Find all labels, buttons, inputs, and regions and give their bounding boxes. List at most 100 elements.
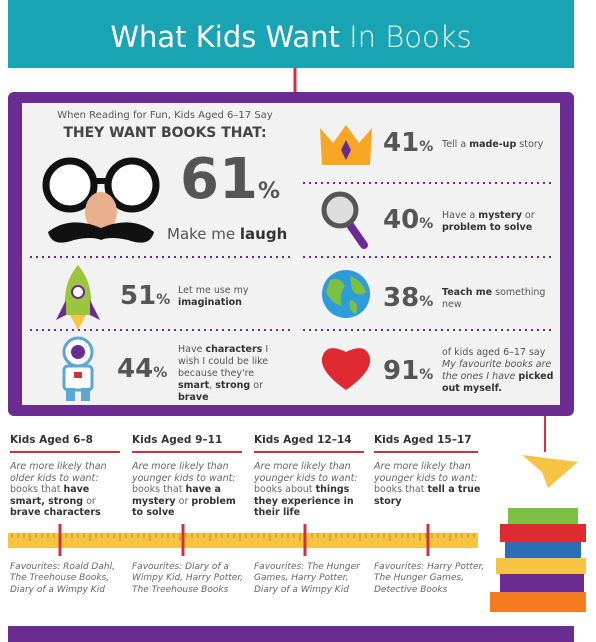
- stat-number: 40%: [383, 207, 433, 233]
- text-part: smart: [178, 379, 210, 391]
- text-part: have a mystery: [132, 484, 221, 507]
- stat-text: Make me laugh: [167, 225, 297, 244]
- text-part: brave characters: [10, 507, 101, 519]
- age-heading: Kids Aged 12–14: [254, 434, 352, 446]
- stat-unit: %: [156, 292, 171, 308]
- text-part: books about: [254, 484, 316, 496]
- stat-unit: %: [419, 139, 434, 155]
- text-part: I wish I could be like because they're: [178, 344, 269, 379]
- age-description: Are more likely than older kids to want:…: [10, 461, 122, 519]
- text-part: problem to solve: [132, 495, 236, 519]
- text-part: picked out myself.: [442, 370, 554, 394]
- disguise-icon: [42, 157, 160, 243]
- text-part: made-up: [469, 139, 517, 150]
- stat-unit: %: [257, 179, 280, 204]
- stat-number: 38%: [383, 285, 433, 311]
- text-part: laugh: [239, 225, 288, 243]
- intro-heading: THEY WANT BOOKS THAT:: [63, 125, 267, 141]
- age-heading: Kids Aged 9–11: [132, 434, 223, 446]
- text-part: Have a: [442, 210, 479, 221]
- text-part: Make me: [167, 225, 240, 243]
- age-lead: Are more likely than younger kids to wan…: [374, 461, 478, 484]
- astronaut-icon: [62, 336, 94, 401]
- text-part: tell a true story: [374, 484, 481, 507]
- text-part: Tell a: [442, 139, 470, 150]
- stat-text: of kids aged 6–17 say My favourite books…: [442, 347, 554, 395]
- age-lead: Are more likely than older kids to want:: [10, 461, 107, 484]
- text-part: Have: [178, 344, 206, 355]
- title-main: What Kids Want: [110, 20, 340, 54]
- text-part: something new: [442, 287, 546, 310]
- rocket-icon: [56, 265, 100, 330]
- age-favourites: Favourites: Harry Potter, The Hunger Gam…: [374, 562, 485, 595]
- text-part: brave: [178, 391, 209, 403]
- stats-panel: [22, 103, 560, 405]
- text-part: books that: [132, 484, 186, 496]
- text-part: or: [175, 495, 192, 507]
- stat-value: 61: [180, 147, 258, 212]
- age-description: Are more likely than younger kids to wan…: [254, 461, 366, 519]
- age-favourites: Favourites: The Hunger Games, Harry Pott…: [254, 562, 360, 595]
- text-part: books that: [374, 484, 428, 496]
- stat-text: Have a mystery or problem to solve: [442, 210, 554, 234]
- header-band: [8, 0, 574, 68]
- stat-text: Have characters I wish I could be like b…: [178, 344, 290, 403]
- text-part: books that: [10, 484, 64, 496]
- globe-icon: [322, 270, 370, 318]
- text-part: of kids aged 6–17 say: [442, 347, 546, 358]
- stat-text: Let me use my imagination: [178, 285, 290, 309]
- crown-icon: [320, 125, 372, 165]
- stat-value: 38: [383, 283, 420, 313]
- text-part: or: [83, 495, 96, 507]
- stat-unit: %: [419, 367, 434, 383]
- stat-text: Teach me something new: [442, 287, 554, 311]
- age-description: Are more likely than younger kids to wan…: [132, 461, 244, 519]
- stat-unit: %: [419, 216, 434, 232]
- footer-band: [8, 626, 574, 642]
- text-part: story: [516, 139, 544, 150]
- magnifier-icon: [321, 191, 368, 249]
- stat-number: 44%: [117, 356, 167, 382]
- stat-number: 61%: [180, 152, 280, 208]
- text-part: ,: [209, 379, 216, 391]
- separators: [30, 182, 555, 331]
- stat-number: 51%: [120, 283, 170, 309]
- heart-icon: [321, 348, 371, 390]
- stat-unit: %: [153, 365, 168, 381]
- book-stack: [490, 508, 586, 612]
- stat-value: 41: [383, 128, 420, 158]
- stat-number: 91%: [383, 358, 433, 384]
- stat-value: 91: [383, 356, 420, 386]
- text-part: have smart, strong: [10, 484, 90, 507]
- age-lead: Are more likely than younger kids to wan…: [132, 461, 236, 484]
- title-light: In Books: [349, 20, 472, 54]
- text-part: imagination: [178, 296, 242, 308]
- timeline: [8, 524, 478, 556]
- age-favourites: Favourites: Roald Dahl, The Treehouse Bo…: [10, 562, 115, 595]
- text-part: Let me use my: [178, 285, 249, 296]
- age-heading: Kids Aged 15–17: [374, 434, 472, 446]
- text-part: mystery: [478, 210, 522, 221]
- title: What Kids Want In Books: [8, 20, 574, 54]
- text-part: Teach me: [442, 287, 493, 298]
- text-part: or: [521, 210, 535, 221]
- text-part: My favourite books are the ones I have: [442, 358, 552, 382]
- age-description: Are more likely than younger kids to wan…: [374, 461, 486, 507]
- text-part: or: [250, 379, 263, 391]
- stat-value: 44: [117, 354, 154, 384]
- stat-number: 41%: [383, 130, 433, 156]
- intro: When Reading for Fun, Kids Aged 6–17 Say: [57, 110, 273, 121]
- age-heading: Kids Aged 6–8: [10, 434, 93, 446]
- text-part: things they experience in their life: [254, 484, 354, 519]
- stat-text: Tell a made-up story: [442, 139, 554, 151]
- age-lead: Are more likely than younger kids to wan…: [254, 461, 358, 484]
- text-part: characters: [205, 344, 263, 355]
- text-part: problem to solve: [442, 221, 533, 233]
- stat-unit: %: [419, 294, 434, 310]
- age-favourites: Favourites: Diary of a Wimpy Kid, Harry …: [132, 562, 244, 595]
- stat-value: 51: [120, 281, 157, 311]
- paper-plane: [522, 455, 578, 488]
- stat-value: 40: [383, 205, 420, 235]
